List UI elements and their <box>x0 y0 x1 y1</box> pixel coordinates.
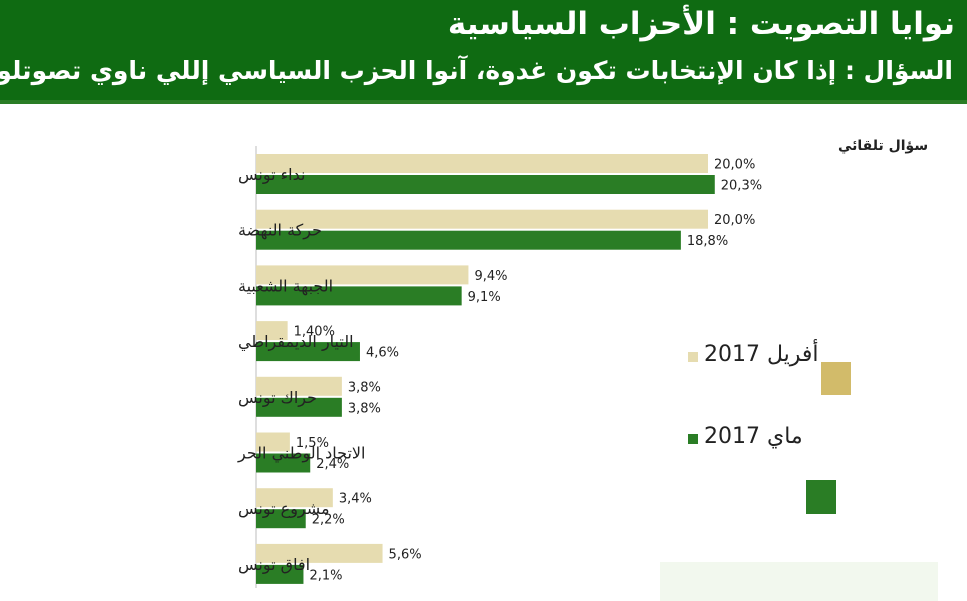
page-title: نوايا التصويت : الأحزاب السياسية <box>447 6 955 42</box>
bar-april-2 <box>256 265 469 285</box>
value-label-april-5: 1,5% <box>296 436 329 451</box>
value-label-may-2: 9,1% <box>468 290 501 305</box>
value-label-may-6: 2,2% <box>312 513 345 528</box>
category-label-6: مشروع تونس <box>238 499 330 519</box>
question-subtitle: السؤال : إذا كان الإنتخابات تكون غدوة، آ… <box>0 56 953 85</box>
bar-april-3 <box>256 321 288 341</box>
value-label-may-7: 2,1% <box>309 568 342 583</box>
bar-april-5 <box>256 432 290 452</box>
value-label-may-3: 4,6% <box>366 346 399 361</box>
bar-april-0 <box>256 154 708 173</box>
value-label-may-1: 18,8% <box>687 234 728 249</box>
bar-april-4 <box>256 376 342 396</box>
bar-may-2 <box>256 286 462 306</box>
value-label-may-0: 20,3% <box>721 179 762 194</box>
legend-may-swatch <box>688 434 698 444</box>
category-label-4: حراك تونس <box>238 388 317 408</box>
value-label-april-1: 20,0% <box>714 213 755 228</box>
legend-may-label: ماي 2017 <box>704 424 803 449</box>
spontaneous-question-note: سؤال تلقائي <box>838 138 929 154</box>
legend-april-label: أفريل 2017 <box>704 342 819 367</box>
value-label-may-5: 2,4% <box>316 457 349 472</box>
decorative-logo-corner <box>660 562 938 601</box>
value-label-april-7: 5,6% <box>389 547 422 562</box>
value-label-may-4: 3,8% <box>348 401 381 416</box>
bar-may-4 <box>256 397 342 417</box>
category-label-0: نداء تونس <box>238 165 305 185</box>
legend-april-marker <box>821 362 851 395</box>
category-label-7: افاق تونس <box>238 555 310 575</box>
value-label-april-2: 9,4% <box>474 269 507 284</box>
bar-april-7 <box>256 543 383 563</box>
value-label-april-3: 1,40% <box>294 325 335 340</box>
bar-may-3 <box>256 342 360 362</box>
legend-may-marker <box>806 480 836 514</box>
bar-may-1 <box>256 230 681 250</box>
header-banner: نوايا التصويت : الأحزاب السياسية السؤال … <box>0 0 967 104</box>
bar-april-1 <box>256 209 708 229</box>
value-label-april-0: 20,0% <box>714 158 755 173</box>
header-divider <box>0 100 967 104</box>
category-label-2: الجبهة الشعبية <box>238 276 333 296</box>
value-label-april-4: 3,8% <box>348 380 381 395</box>
category-label-1: حركة النهضة <box>238 221 322 241</box>
bar-may-7 <box>256 564 304 584</box>
bar-april-6 <box>256 488 333 508</box>
value-label-april-6: 3,4% <box>339 492 372 507</box>
category-label-5: الاتحاد الوطني الحر <box>237 444 365 464</box>
bar-may-6 <box>256 509 306 529</box>
bar-may-5 <box>256 453 311 473</box>
legend-april-swatch <box>688 352 698 362</box>
category-label-3: التيار الديمقراطي <box>238 332 354 352</box>
bar-may-0 <box>256 175 715 194</box>
